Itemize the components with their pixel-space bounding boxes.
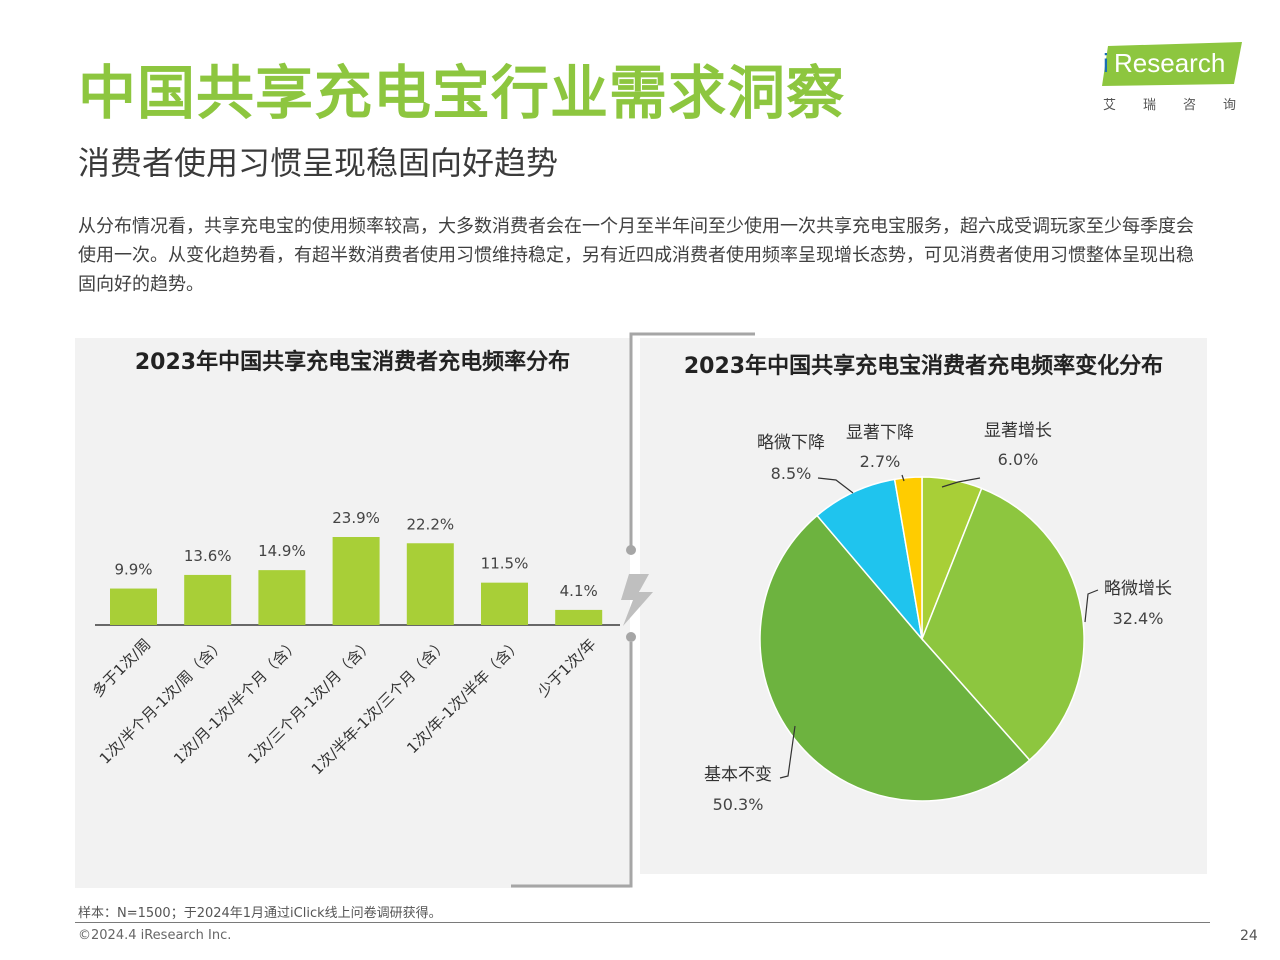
chart-connector xyxy=(511,332,755,888)
page-title: 中国共享充电宝行业需求洞察 xyxy=(78,59,846,127)
bar xyxy=(184,574,232,625)
bar xyxy=(332,537,380,625)
slice-value-label: 6.0% xyxy=(998,450,1039,469)
category-label: 1次/半个月-1次/周（含） xyxy=(96,635,229,768)
pie-chart-title: 2023年中国共享充电宝消费者充电频率变化分布 xyxy=(683,354,1164,379)
bar xyxy=(481,582,528,625)
page-number: 24 xyxy=(1240,928,1258,944)
bar-value-label: 14.9% xyxy=(258,542,306,560)
slice-value-label: 8.5% xyxy=(771,464,812,483)
pie-chart: 显著增长 6.0% 略微增长 32.4% 基本不变 50.3% 略微下降 8.5% 显著下降 2.… xyxy=(704,421,1172,814)
bar-value-label: 11.5% xyxy=(481,555,529,573)
slice-name-label: 略微下降 xyxy=(757,433,825,453)
logo-wordmark: Research xyxy=(1114,48,1226,78)
slice-name-label: 显著增长 xyxy=(984,421,1052,441)
bar-value-label: 13.6% xyxy=(184,547,232,565)
slice-value-label: 50.3% xyxy=(713,795,764,814)
bar xyxy=(406,543,454,625)
slice-value-label: 32.4% xyxy=(1113,609,1164,628)
bar xyxy=(258,570,306,625)
slice-name-label: 显著下降 xyxy=(846,423,914,443)
pie-slice xyxy=(759,514,1031,802)
category-label: 1次/半年-1次/三个月（含） xyxy=(308,635,451,778)
pie-slice xyxy=(893,476,923,640)
leader-line xyxy=(901,474,905,482)
bar-value-label: 4.1% xyxy=(560,582,598,600)
category-label: 1次/月-1次/半个月（含） xyxy=(170,635,303,768)
leader-line xyxy=(1084,589,1099,623)
copyright-text: ©2024.4 iResearch Inc. xyxy=(78,928,232,943)
category-label: 多于1次/周 xyxy=(89,635,154,700)
summary-paragraph: 从分布情况看，共享充电宝的使用频率较高，大多数消费者会在一个月至半年间至少使用一… xyxy=(78,216,1194,295)
iresearch-logo xyxy=(1102,42,1242,86)
bar-chart-panel: 2023年中国共享充电宝消费者充电频率分布 9.9% 多于1次/周 13.6% 1次/… xyxy=(75,338,630,888)
logo-letter-i: i xyxy=(1103,48,1109,78)
bar-value-label: 9.9% xyxy=(114,561,152,579)
leader-line xyxy=(779,725,796,779)
pie-chart-panel: 2023年中国共享充电宝消费者充电频率变化分布 显著增长 6.0% 略微增长 32.4… xyxy=(640,338,1207,874)
slice-value-label: 2.7% xyxy=(860,452,901,471)
bar xyxy=(110,588,157,625)
bar-value-label: 22.2% xyxy=(406,515,454,533)
page-subtitle: 消费者使用习惯呈现稳固向好趋势 xyxy=(78,144,559,182)
category-label: 1次/三个月-1次/月（含） xyxy=(244,635,377,768)
slice-name-label: 略微增长 xyxy=(1104,579,1172,599)
logo-chinese-name: 艾瑞咨询 xyxy=(1103,98,1264,113)
leader-line xyxy=(817,477,854,494)
lightning-bolt-icon xyxy=(621,574,653,626)
sample-note: 样本：N=1500；于2024年1月通过iClick线上问卷调研获得。 xyxy=(78,906,442,921)
pie-slice xyxy=(816,478,924,642)
footer-divider xyxy=(75,922,1210,923)
pie-slice xyxy=(921,487,1085,762)
bar-chart-title: 2023年中国共享充电宝消费者充电频率分布 xyxy=(134,350,571,375)
bar-chart: 9.9% 多于1次/周 13.6% 1次/半个月-1次/周（含） 14.9% 1次/月-1… xyxy=(89,509,620,778)
leader-line xyxy=(941,477,981,488)
slice-name-label: 基本不变 xyxy=(704,765,772,785)
bar xyxy=(555,609,603,625)
bar-value-label: 23.9% xyxy=(332,509,380,527)
